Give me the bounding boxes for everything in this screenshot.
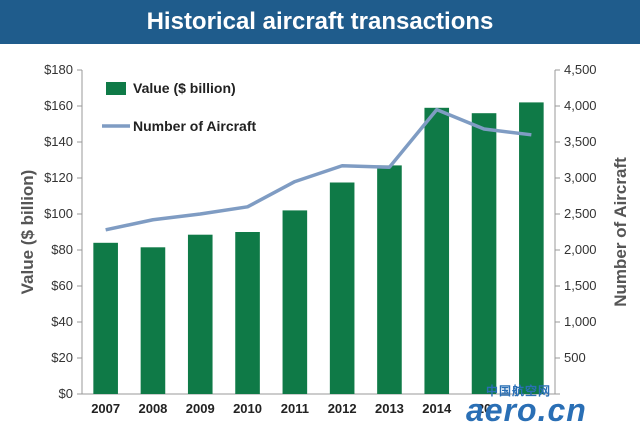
legend-label-aircraft: Number of Aircraft: [133, 118, 257, 134]
bar: [93, 242, 118, 394]
y-tick-label: $60: [51, 278, 73, 293]
bar: [140, 247, 166, 394]
x-tick-label: 2012: [328, 401, 357, 416]
x-tick-label: 20: [477, 401, 491, 416]
bar-series: [93, 102, 544, 395]
y-tick-label: $20: [51, 350, 73, 365]
bar: [235, 232, 260, 394]
bar: [329, 182, 355, 394]
y-tick-label: $160: [44, 98, 73, 113]
bar: [187, 234, 213, 394]
bar: [282, 210, 308, 394]
x-tick-label: 2014: [422, 401, 452, 416]
bar: [519, 102, 544, 395]
y2-axis-title: Number of Aircraft: [611, 157, 630, 307]
title-bar: Historical aircraft transactions: [0, 0, 640, 44]
y-tick-label: $80: [51, 242, 73, 257]
chart-title: Historical aircraft transactions: [146, 8, 494, 35]
y-tick-label: $180: [44, 62, 73, 77]
bar: [377, 165, 402, 394]
y2-tick-label: 1,000: [564, 314, 597, 329]
legend-swatch-value: [106, 82, 126, 95]
line-series: [105, 107, 532, 232]
y2-tick-label: 4,500: [564, 62, 597, 77]
x-tick-label: 2007: [91, 401, 120, 416]
watermark-cn: 中国航空网: [486, 384, 552, 398]
y-tick-label: $140: [44, 134, 73, 149]
y2-tick-label: 1,500: [564, 278, 597, 293]
y-tick-label: $100: [44, 206, 73, 221]
bar: [424, 107, 450, 395]
x-tick-label: 2011: [281, 401, 309, 416]
y2-tick-label: 500: [564, 350, 586, 365]
x-tick-label: 2013: [375, 401, 404, 416]
x-tick-label: 2008: [138, 401, 167, 416]
y2-tick-label: 3,500: [564, 134, 597, 149]
bar: [471, 113, 497, 394]
y-axis-title: Value ($ billion): [18, 170, 37, 295]
legend-label-value: Value ($ billion): [133, 80, 236, 96]
aircraft-count-line: [105, 107, 532, 232]
y-tick-label: $40: [51, 314, 73, 329]
legend: Value ($ billion) Number of Aircraft: [102, 80, 257, 134]
tick-labels: $0 $20 $40 $60 $80 $100 $120 $140 $160 $180 500 1,0…: [44, 62, 596, 416]
y2-tick-label: 2,000: [564, 242, 597, 257]
y2-tick-label: 4,000: [564, 98, 597, 113]
y-tick-label: $0: [59, 386, 73, 401]
watermark-logo: aero.cn: [466, 392, 587, 428]
y2-tick-label: 2,500: [564, 206, 597, 221]
x-tick-label: 2010: [233, 401, 262, 416]
y2-tick-label: 3,000: [564, 170, 597, 185]
x-tick-label: 2009: [186, 401, 215, 416]
y-tick-label: $120: [44, 170, 73, 185]
